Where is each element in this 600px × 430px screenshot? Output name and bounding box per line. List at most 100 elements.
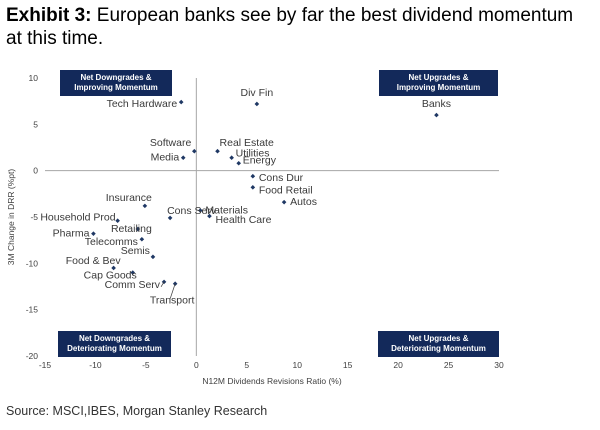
data-point: Software [150, 137, 197, 154]
quadrant-label-bl: Net Downgrades &Deteriorating Momentum [58, 331, 171, 357]
quadrant-text: Improving Momentum [74, 83, 158, 92]
point-marker [236, 160, 242, 166]
y-tick-label: 10 [29, 73, 39, 83]
data-point: Energy [236, 154, 277, 166]
quadrant-label-br: Net Upgrades &Deteriorating Momentum [378, 331, 499, 357]
y-tick-label: -20 [26, 351, 39, 361]
point-marker [207, 213, 212, 219]
data-point: Utilities [229, 148, 269, 160]
point-label: Telecomms [85, 236, 138, 248]
data-point: Semis [121, 245, 156, 260]
x-tick-label: 15 [343, 360, 353, 370]
point-label: Insurance [106, 192, 152, 204]
y-tick-label: -5 [30, 212, 38, 222]
quadrant-text: Net Upgrades & [408, 73, 468, 82]
data-point: Tech Hardware [107, 98, 184, 110]
y-tick-label: 5 [33, 119, 38, 129]
y-tick-label: -15 [26, 305, 39, 315]
quadrant-box [378, 331, 499, 357]
point-marker [139, 236, 145, 242]
quadrant-label-tl: Net Downgrades &Improving Momentum [60, 70, 172, 96]
leader-line [160, 281, 165, 288]
point-label: Banks [422, 98, 451, 110]
point-label: Pharma [53, 228, 90, 240]
source-note: Source: MSCI,IBES, Morgan Stanley Resear… [6, 404, 268, 418]
point-label: Comm Serv [105, 279, 161, 291]
point-marker [150, 254, 156, 260]
point-label: Materials [205, 205, 248, 217]
point-marker [135, 226, 141, 232]
quadrant-box [60, 70, 172, 96]
data-point: Transport [150, 281, 195, 307]
y-axis-title: 3M Change in DRR (%pt) [6, 169, 16, 266]
data-point: Media [151, 152, 186, 164]
point-marker [115, 218, 120, 224]
point-marker [434, 112, 439, 118]
point-marker [198, 208, 203, 213]
point-marker [192, 148, 197, 154]
point-label: Cap Goods [84, 270, 137, 282]
quadrant-text: Deteriorating Momentum [391, 344, 486, 353]
point-marker [250, 173, 256, 179]
point-marker [111, 265, 116, 271]
point-marker [215, 148, 220, 154]
quadrant-text: Improving Momentum [397, 83, 481, 92]
point-label: Software [150, 137, 192, 149]
point-label: Household Prod [40, 212, 115, 224]
point-label: Energy [243, 154, 277, 166]
data-point: Real Estate [215, 137, 274, 154]
point-label: Cons Serv [167, 205, 217, 217]
data-point: Cons Serv [167, 205, 217, 221]
data-points: Div Fin Banks Tech Hardware Software Media Re… [40, 87, 451, 307]
point-marker [178, 99, 184, 105]
x-tick-label: 30 [494, 360, 504, 370]
point-marker [142, 203, 148, 209]
point-label: Food Retail [259, 184, 313, 196]
scatter-chart: -15 -10 -5 0 5 10 15 20 25 301050-5-10-15-20N12M … [6, 70, 504, 386]
quadrant-text: Deteriorating Momentum [67, 344, 162, 353]
point-label: Cons Dur [259, 172, 304, 184]
title-text: European banks see by far the best divid… [6, 5, 574, 49]
data-point: Cons Dur [250, 172, 304, 184]
x-tick-label: -10 [89, 360, 102, 370]
point-marker [91, 231, 96, 236]
data-point: Food & Bev [66, 255, 121, 271]
x-tick-label: -15 [39, 360, 52, 370]
x-axis-title: N12M Dividends Revisions Ratio (%) [202, 376, 342, 386]
point-label: Div Fin [241, 87, 274, 99]
point-marker [250, 185, 256, 190]
exhibit-label: Exhibit 3: [6, 5, 92, 26]
point-label: Utilities [236, 148, 270, 160]
point-label: Autos [290, 196, 317, 208]
leader-line [169, 283, 176, 299]
data-point: Household Prod [40, 212, 120, 224]
quadrant-text: Net Downgrades & [80, 73, 151, 82]
quadrant-box [379, 70, 498, 96]
x-tick-label: 0 [194, 360, 199, 370]
data-point: Pharma [53, 228, 96, 240]
data-point: Materials [198, 205, 248, 217]
data-point: Div Fin [241, 87, 274, 107]
data-point: Banks [422, 98, 451, 118]
point-marker [167, 215, 173, 221]
point-label: Health Care [215, 214, 271, 226]
quadrant-label-tr: Net Upgrades &Improving Momentum [379, 70, 498, 96]
axes: -15 -10 -5 0 5 10 15 20 25 301050-5-10-15-20N12M … [6, 73, 504, 386]
data-point: Cap Goods [84, 270, 137, 282]
point-marker [281, 199, 287, 205]
point-label: Retailing [111, 223, 152, 235]
chart-title: Exhibit 3: European banks see by far the… [6, 4, 594, 50]
x-tick-label: 20 [393, 360, 403, 370]
point-label: Real Estate [220, 137, 274, 149]
point-label: Media [151, 152, 180, 164]
point-label: Transport [150, 295, 195, 307]
data-point: Insurance [106, 192, 152, 209]
point-marker [180, 155, 186, 160]
x-tick-label: 10 [292, 360, 302, 370]
data-point: Telecomms [85, 236, 145, 248]
data-point: Health Care [207, 213, 272, 226]
point-label: Semis [121, 245, 150, 257]
point-marker [229, 155, 234, 160]
x-tick-label: 5 [244, 360, 249, 370]
